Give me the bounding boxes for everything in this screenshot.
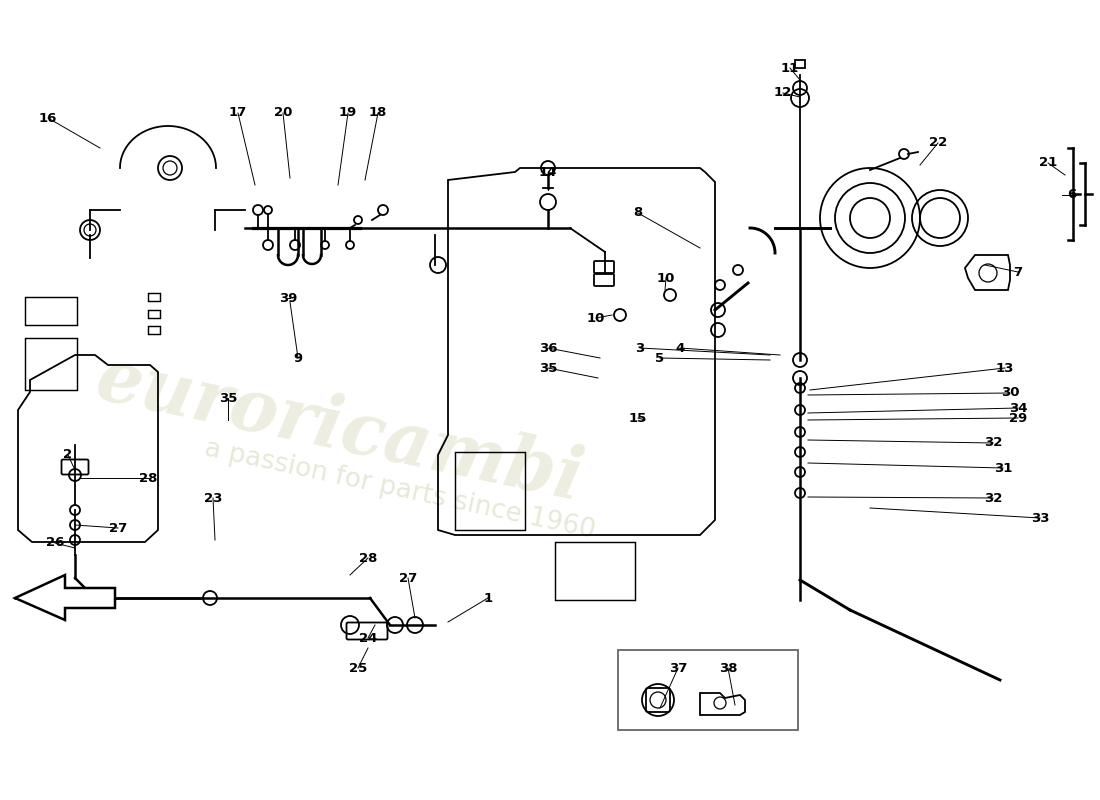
Text: 29: 29 [1009, 411, 1027, 425]
Text: 18: 18 [368, 106, 387, 119]
Text: 5: 5 [656, 351, 664, 365]
Text: 32: 32 [983, 491, 1002, 505]
Text: 4: 4 [675, 342, 684, 354]
Text: 9: 9 [294, 351, 302, 365]
Text: 33: 33 [1031, 511, 1049, 525]
Text: 36: 36 [539, 342, 558, 354]
Text: 26: 26 [46, 537, 64, 550]
Text: 10: 10 [586, 311, 605, 325]
Text: 16: 16 [39, 111, 57, 125]
Text: 22: 22 [928, 137, 947, 150]
Text: 7: 7 [1013, 266, 1023, 278]
Text: 12: 12 [774, 86, 792, 99]
Text: a passion for parts since 1960: a passion for parts since 1960 [202, 436, 597, 544]
Text: 15: 15 [629, 411, 647, 425]
FancyBboxPatch shape [618, 650, 798, 730]
Text: 8: 8 [634, 206, 642, 219]
Text: 21: 21 [1038, 157, 1057, 170]
Text: 19: 19 [339, 106, 358, 119]
Text: 24: 24 [359, 631, 377, 645]
Text: 35: 35 [219, 391, 238, 405]
Text: 27: 27 [109, 522, 128, 534]
Text: euroricambi: euroricambi [90, 344, 590, 516]
Text: 31: 31 [993, 462, 1012, 474]
Text: 13: 13 [996, 362, 1014, 374]
Text: 20: 20 [274, 106, 293, 119]
Text: 23: 23 [204, 491, 222, 505]
Text: 2: 2 [64, 449, 73, 462]
Text: 11: 11 [781, 62, 799, 74]
Text: 17: 17 [229, 106, 248, 119]
Text: 39: 39 [278, 291, 297, 305]
Text: 37: 37 [669, 662, 688, 674]
Text: 25: 25 [349, 662, 367, 674]
Text: 1: 1 [483, 591, 493, 605]
Text: 10: 10 [657, 271, 675, 285]
Text: 28: 28 [139, 471, 157, 485]
Text: 38: 38 [718, 662, 737, 674]
Text: 35: 35 [539, 362, 558, 374]
Polygon shape [15, 575, 116, 620]
Text: 27: 27 [399, 571, 417, 585]
Text: 34: 34 [1009, 402, 1027, 414]
Text: 30: 30 [1001, 386, 1020, 399]
Text: 6: 6 [1067, 189, 1077, 202]
Text: 28: 28 [359, 551, 377, 565]
Text: 32: 32 [983, 437, 1002, 450]
Text: 3: 3 [636, 342, 645, 354]
Text: 14: 14 [539, 166, 558, 179]
